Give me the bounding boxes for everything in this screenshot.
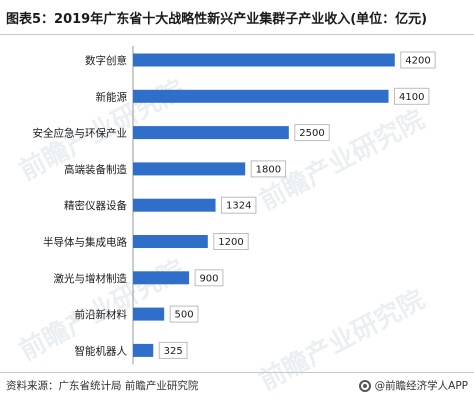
category-label: 新能源 bbox=[96, 90, 128, 103]
value-label: 900 bbox=[199, 273, 218, 284]
footer: 资料来源：广东省统计局 前瞻产业研究院 @前瞻经济学人APP bbox=[6, 378, 468, 400]
bar bbox=[133, 343, 154, 357]
value-label-box bbox=[394, 87, 430, 105]
bar bbox=[133, 271, 190, 285]
chart-title: 图表5：2019年广东省十大战略性新兴产业集群子产业收入(单位：亿元) bbox=[6, 12, 428, 27]
value-label-box bbox=[194, 269, 224, 287]
bar bbox=[133, 235, 208, 248]
value-label-box bbox=[169, 305, 199, 323]
category-label: 精密仪器设备 bbox=[64, 199, 127, 212]
value-label-box bbox=[158, 341, 188, 359]
title-divider bbox=[0, 34, 474, 35]
bar bbox=[133, 162, 246, 176]
value-label: 1324 bbox=[226, 201, 251, 212]
value-label: 500 bbox=[175, 310, 194, 321]
value-label-box bbox=[294, 124, 330, 142]
category-label: 高端装备制造 bbox=[64, 163, 127, 176]
source-note: 资料来源：广东省统计局 前瞻产业研究院 bbox=[6, 380, 199, 392]
brand-logo-icon bbox=[358, 379, 371, 392]
category-label: 数字创意 bbox=[85, 54, 127, 67]
bar-chart: 数字创意 4200 新能源 4100 安全应急与环保产业 2500 高端装备制造 1800 精密… bbox=[33, 46, 436, 365]
category-label: 前沿新材料 bbox=[75, 308, 128, 321]
value-label-box bbox=[213, 233, 249, 250]
category-label: 激光与增材制造 bbox=[54, 272, 128, 285]
bar bbox=[133, 126, 289, 140]
bar bbox=[133, 307, 165, 321]
brand-credit: @前瞻经济学人APP bbox=[358, 378, 468, 393]
category-label: 半导体与集成电路 bbox=[43, 236, 127, 249]
value-label: 4200 bbox=[405, 56, 430, 67]
category-label: 安全应急与环保产业 bbox=[33, 127, 128, 140]
value-label-box bbox=[250, 160, 287, 178]
value-label: 325 bbox=[164, 346, 183, 357]
value-label: 1800 bbox=[256, 164, 281, 175]
value-label: 2500 bbox=[299, 128, 324, 139]
brand-text: @前瞻经济学人APP bbox=[374, 380, 468, 392]
bar bbox=[133, 89, 389, 103]
value-label-box bbox=[221, 196, 257, 214]
value-label: 4100 bbox=[399, 92, 424, 103]
value-label: 1200 bbox=[218, 237, 243, 248]
value-label-box bbox=[400, 51, 436, 69]
bar bbox=[133, 198, 216, 212]
bar bbox=[133, 53, 395, 67]
footer-divider bbox=[0, 372, 474, 373]
category-label: 智能机器人 bbox=[75, 344, 128, 357]
